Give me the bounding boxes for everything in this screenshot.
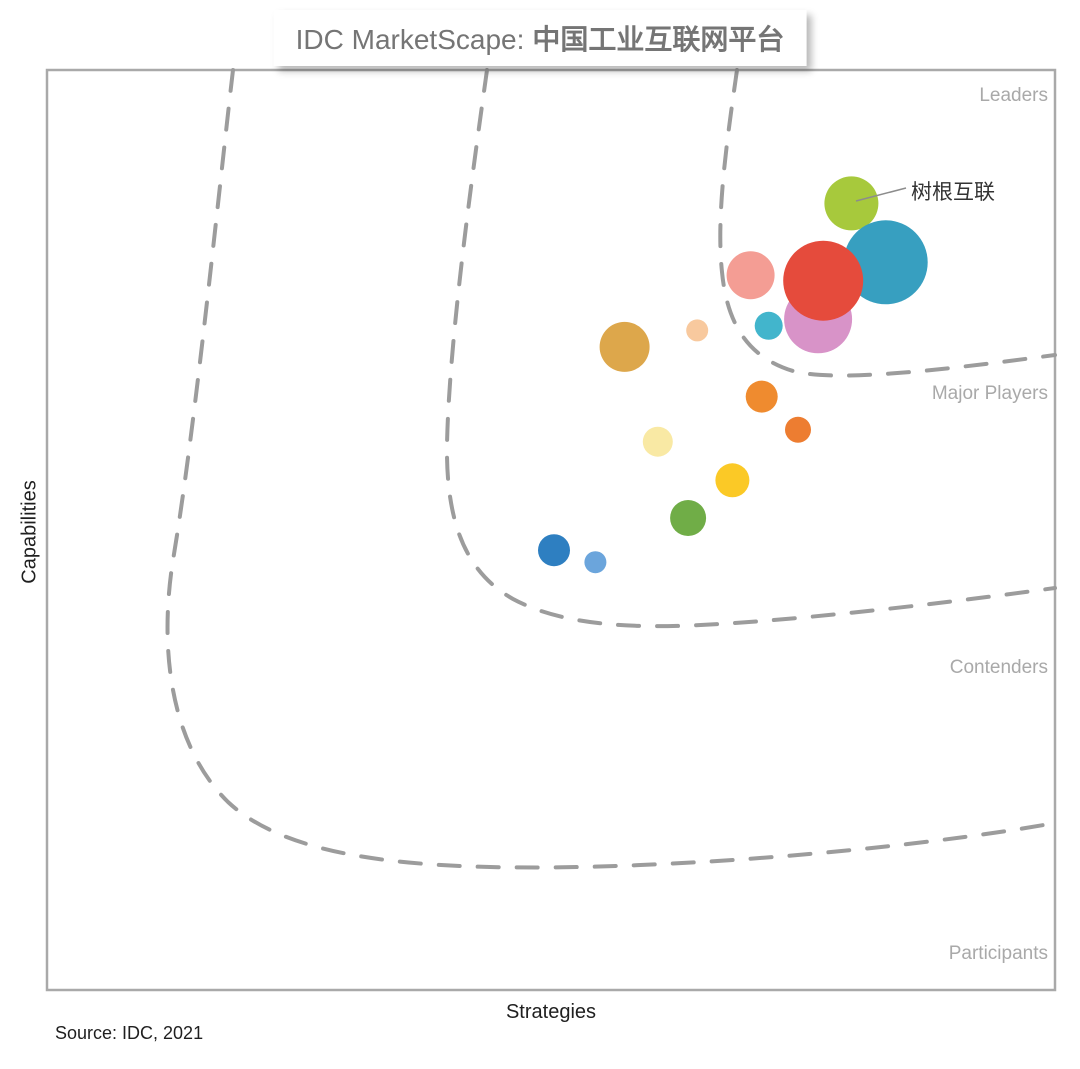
- bubble-green: [670, 500, 707, 536]
- bubble-teal-large: [843, 220, 928, 305]
- region-label-participants: Participants: [948, 943, 1048, 964]
- annotation-leader-line: [855, 187, 907, 202]
- region-label-major-players: Major Players: [931, 383, 1048, 404]
- bubble-blue: [538, 534, 570, 567]
- chart-title-cn: 中国工业互联网平台: [532, 24, 785, 55]
- chart-title: IDC MarketScape: 中国工业互联网平台: [273, 10, 807, 66]
- bubble-peach: [686, 319, 709, 342]
- boundary-curve-1: [718, 68, 1057, 378]
- boundary-curve-3: [165, 68, 1057, 870]
- bubble-orange-b: [785, 416, 811, 443]
- x-axis-label: Strategies: [505, 1001, 597, 1023]
- vendor-annotation-label: 树根互联: [911, 180, 995, 204]
- region-label-leaders: Leaders: [979, 85, 1048, 106]
- y-axis-label: Capabilities: [18, 480, 41, 584]
- boundary-curve-2: [444, 68, 1057, 629]
- bubble-shugen: [824, 176, 879, 231]
- bubble-pale-yellow: [642, 426, 673, 457]
- region-label-contenders: Contenders: [949, 657, 1048, 678]
- bubble-goldenrod: [599, 321, 650, 372]
- bubble-teal-small: [754, 311, 783, 340]
- chart-title-en: IDC MarketScape:: [295, 24, 525, 55]
- source-label: Source: IDC, 2021: [55, 1023, 204, 1043]
- bubble-light-blue: [584, 551, 607, 574]
- bubble-red: [783, 240, 864, 321]
- bubble-salmon: [726, 251, 775, 300]
- bubble-orange-a: [745, 380, 778, 413]
- region-boundary-curves: [165, 68, 1057, 870]
- plot-border: [45, 68, 1057, 992]
- vendor-bubbles: [538, 176, 928, 574]
- bubble-yellow: [715, 463, 750, 498]
